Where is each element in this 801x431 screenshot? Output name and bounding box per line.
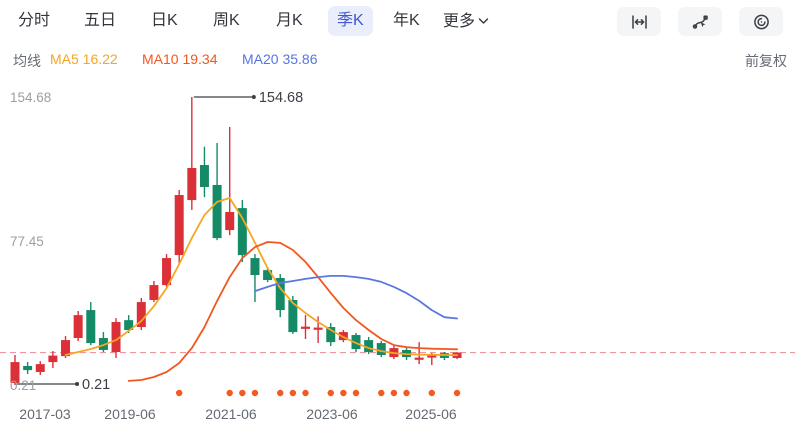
tab-5day[interactable]: 五日 (84, 12, 117, 29)
x-axis-label: 2025-06 (405, 406, 457, 422)
ma10-value-label: MA10 19.34 (142, 51, 218, 67)
candle-body (414, 357, 424, 360)
event-dot[interactable] (390, 389, 398, 397)
candle-body (364, 340, 374, 353)
candle-body (174, 195, 184, 256)
candle-body (10, 362, 20, 383)
event-dot[interactable] (378, 389, 385, 397)
y-axis-label: 0.21 (10, 378, 36, 393)
drawing-tools-icon-button[interactable] (678, 7, 722, 36)
candle-body (124, 320, 134, 331)
event-dot[interactable] (428, 389, 435, 397)
tab-weekly-k[interactable]: 周K (213, 12, 240, 29)
candle-body (199, 165, 209, 188)
y-axis-label: 77.45 (10, 234, 44, 249)
column-width-icon-button[interactable] (617, 7, 661, 36)
chevron-down-icon (478, 11, 489, 31)
adjust-mode-toggle[interactable]: 前复权 (745, 53, 787, 69)
event-dot[interactable] (226, 389, 233, 397)
event-dot[interactable] (302, 389, 309, 397)
candle-body (98, 338, 108, 350)
candle-body (326, 327, 336, 343)
candle-body (187, 167, 197, 201)
min-annotation-label: 0.21 (82, 377, 110, 393)
candle-body (149, 285, 159, 301)
candle-body (162, 258, 172, 286)
min-annotation-dot (75, 382, 79, 386)
candle-body (73, 315, 83, 339)
indicator-legend: 均线 MA5 16.22 MA10 19.34 MA20 35.86 前复权 (0, 51, 801, 71)
ma-line-ma20 (254, 274, 459, 320)
candle-body (225, 211, 235, 231)
event-dot[interactable] (340, 389, 347, 397)
x-axis-label: 2021-06 (205, 406, 257, 422)
event-dot[interactable] (352, 389, 360, 397)
ma5-value-label: MA5 16.22 (50, 51, 118, 67)
max-annotation-label: 154.68 (259, 90, 303, 106)
event-dot[interactable] (251, 389, 259, 397)
ma-title-label: 均线 (13, 53, 41, 69)
indicator-settings-icon (753, 14, 769, 29)
event-dot[interactable] (175, 389, 183, 397)
tab-more-menu[interactable]: 更多 (443, 11, 489, 32)
indicator-settings-icon-button[interactable] (739, 7, 783, 36)
candle-body (300, 326, 310, 329)
event-dot[interactable] (453, 389, 461, 397)
candle-body (376, 343, 386, 356)
candle-body (86, 310, 96, 344)
event-dot[interactable] (289, 389, 297, 397)
column-width-icon (631, 14, 647, 29)
ma-line-ma5 (64, 197, 459, 357)
tab-minute[interactable]: 分时 (18, 12, 51, 29)
candle-body (275, 277, 285, 311)
event-dot[interactable] (327, 389, 334, 397)
candle-body (288, 300, 298, 333)
ma-line-ma10 (127, 241, 459, 382)
tab-daily-k[interactable]: 日K (151, 12, 178, 29)
period-toolbar: 分时 五日 日K 周K 月K 季K 年K 更多 (0, 0, 801, 42)
event-dot[interactable] (403, 389, 410, 397)
candle-body (23, 366, 33, 371)
candle-body (263, 270, 273, 281)
tab-monthly-k[interactable]: 月K (276, 12, 303, 29)
candle-body (351, 335, 361, 350)
drawing-tools-icon (692, 14, 708, 29)
x-axis-label: 2017-03 (19, 406, 71, 422)
candle-body (237, 208, 247, 256)
tab-yearly-k[interactable]: 年K (393, 12, 420, 29)
ma20-value-label: MA20 35.86 (242, 51, 318, 67)
max-annotation-dot (251, 95, 256, 99)
event-dot[interactable] (277, 389, 284, 397)
candle-body (212, 184, 222, 239)
x-axis-label: 2019-06 (104, 406, 156, 422)
candle-body (111, 322, 121, 353)
candle-body (427, 355, 437, 358)
candle-body (250, 258, 260, 276)
x-axis-label: 2023-06 (306, 406, 358, 422)
candle-body (136, 302, 146, 328)
candle-body (61, 340, 71, 357)
y-axis-label: 154.68 (10, 90, 51, 105)
candle-body (313, 327, 323, 330)
event-dot[interactable] (239, 389, 246, 397)
candle-body (48, 355, 58, 363)
tab-quarterly-k[interactable]: 季K (328, 6, 373, 36)
candle-body (35, 364, 45, 372)
